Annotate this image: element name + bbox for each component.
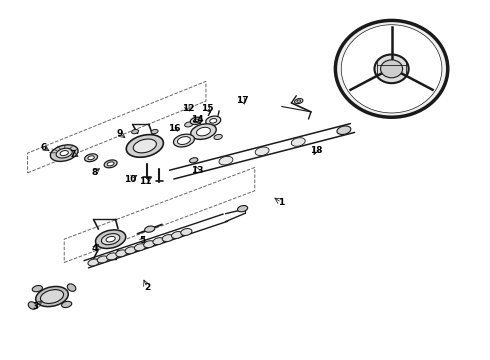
Ellipse shape [134,244,146,251]
Ellipse shape [36,287,68,307]
Ellipse shape [32,285,43,292]
Text: 9: 9 [116,129,122,138]
Ellipse shape [151,130,158,134]
Text: 12: 12 [182,104,194,113]
Text: 15: 15 [201,104,214,113]
Ellipse shape [238,206,247,212]
Ellipse shape [206,116,220,126]
Ellipse shape [291,138,305,146]
Text: 17: 17 [236,96,249,105]
Text: 6: 6 [40,143,47,152]
Text: 5: 5 [139,236,146,245]
Text: 16: 16 [168,123,180,132]
Ellipse shape [144,241,155,248]
Ellipse shape [196,127,210,136]
Text: 1: 1 [278,198,285,207]
Text: 4: 4 [91,244,98,253]
Text: 13: 13 [191,166,203,175]
Ellipse shape [194,119,199,122]
Ellipse shape [214,134,222,140]
Ellipse shape [132,130,139,134]
Ellipse shape [219,156,233,165]
Ellipse shape [374,54,409,83]
Ellipse shape [162,235,173,242]
Ellipse shape [85,154,98,162]
Ellipse shape [50,145,78,161]
Ellipse shape [28,302,37,309]
Ellipse shape [133,139,156,153]
Text: 8: 8 [92,168,98,177]
Text: 2: 2 [144,283,150,292]
Ellipse shape [116,250,127,257]
Text: 14: 14 [191,115,204,124]
Ellipse shape [88,156,95,160]
Ellipse shape [177,137,191,144]
Ellipse shape [62,301,72,307]
Ellipse shape [341,25,442,113]
Ellipse shape [88,259,99,266]
Ellipse shape [41,290,64,303]
Ellipse shape [294,99,303,104]
Ellipse shape [104,160,117,168]
Ellipse shape [190,158,198,163]
Ellipse shape [337,126,351,135]
Ellipse shape [145,226,155,232]
Ellipse shape [106,253,118,260]
Ellipse shape [153,238,164,244]
Ellipse shape [60,150,69,156]
Ellipse shape [297,100,300,102]
Text: 7: 7 [70,150,76,159]
Ellipse shape [125,247,136,254]
Ellipse shape [96,230,126,248]
Ellipse shape [191,124,216,139]
Text: 18: 18 [310,146,322,155]
Ellipse shape [101,234,120,245]
Ellipse shape [126,135,163,157]
Ellipse shape [255,147,269,156]
Text: 10: 10 [124,175,136,184]
Ellipse shape [107,162,114,166]
Text: 3: 3 [33,302,39,311]
Ellipse shape [106,237,115,242]
Ellipse shape [97,256,108,263]
Ellipse shape [335,21,448,117]
Ellipse shape [181,229,192,235]
Ellipse shape [173,134,195,147]
Ellipse shape [56,148,73,158]
Ellipse shape [185,122,193,127]
Ellipse shape [172,231,183,239]
Ellipse shape [67,284,76,291]
Ellipse shape [190,117,202,125]
Ellipse shape [210,118,217,123]
Ellipse shape [381,60,403,78]
Text: 11: 11 [139,176,151,185]
